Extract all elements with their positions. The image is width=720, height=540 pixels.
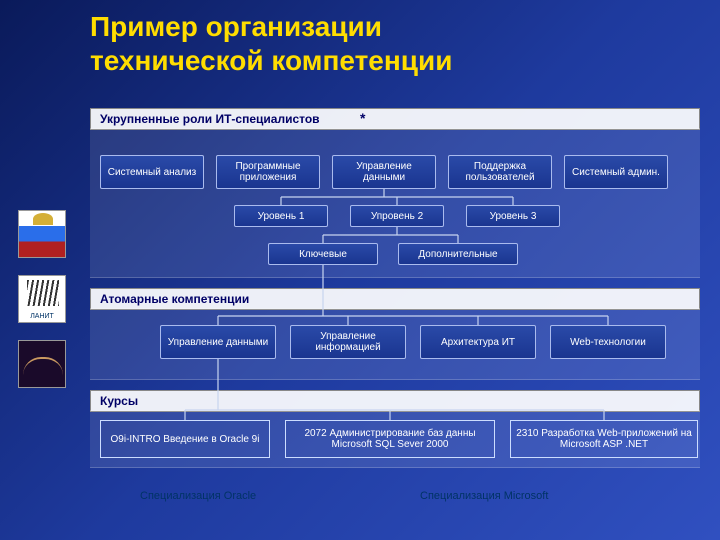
lanit-icon: ЛАНИТ [18,275,66,323]
spec-microsoft: Специализация Microsoft [420,490,548,502]
section-band-courses [90,390,700,412]
slide-title: Пример организации технической компетенц… [90,10,452,77]
role-box-2: Программные приложения [216,155,320,189]
level-box-1: Уровень 1 [234,205,328,227]
role-box-5: Системный админ. [564,155,668,189]
comp-box-2: Управление информацией [290,325,406,359]
spec-oracle: Специализация Oracle [140,490,256,502]
course-box-1: O9i-INTRO Введение в Oracle 9i [100,420,270,458]
crest-icon [18,210,66,258]
section-label-atomic: Атомарные компетенции [100,292,249,306]
role-box-3: Управление данными [332,155,436,189]
key-box-1: Ключевые [268,243,378,265]
role-box-1: Системный анализ [100,155,204,189]
title-line1: Пример организации [90,11,382,42]
level-box-2: Упровень 2 [350,205,444,227]
comp-box-3: Архитектура ИТ [420,325,536,359]
course-box-2: 2072 Администрирование баз данны Microso… [285,420,495,458]
course-box-3: 2310 Разработка Web-приложений на Micros… [510,420,698,458]
section-label-courses: Курсы [100,394,138,408]
comp-box-1: Управление данными [160,325,276,359]
light-band-1 [90,128,700,278]
role-box-4: Поддержка пользователей [448,155,552,189]
key-box-2: Дополнительные [398,243,518,265]
asterisk-mark: * [360,110,365,126]
title-line2: технической компетенции [90,45,452,76]
partner-icon [18,340,66,388]
section-label-roles: Укрупненные роли ИТ-специалистов [100,112,320,126]
lanit-label: ЛАНИТ [19,313,65,320]
level-box-3: Уровень 3 [466,205,560,227]
comp-box-4: Web-технологии [550,325,666,359]
